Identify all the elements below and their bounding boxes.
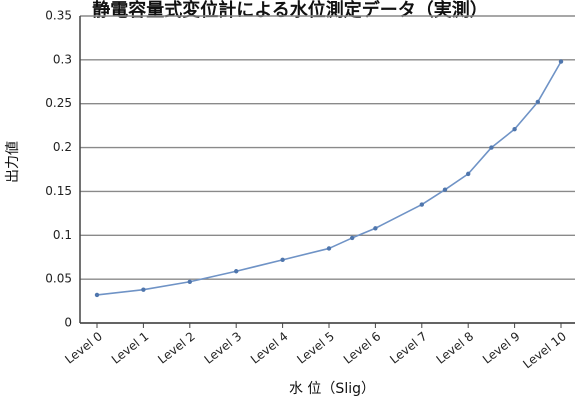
y-tick-label: 0.35 — [45, 9, 72, 23]
data-point — [141, 287, 146, 292]
data-point — [280, 257, 285, 263]
data-point — [489, 145, 494, 150]
y-tick-label: 0.3 — [53, 52, 72, 66]
y-tick-label: 0 — [64, 316, 72, 330]
data-point — [466, 171, 471, 177]
x-tick-label: Level 9 — [480, 329, 523, 367]
x-tick-label: Level 4 — [248, 329, 291, 367]
series-line — [96, 60, 562, 296]
y-tick-label: 0.05 — [45, 272, 72, 286]
data-point — [535, 99, 540, 105]
data-point — [512, 126, 517, 132]
y-tick-label: 0.25 — [45, 96, 72, 110]
series-layer — [94, 59, 564, 298]
x-tick-label: Level 7 — [387, 329, 430, 367]
data-point — [94, 292, 100, 298]
grid-layer — [80, 15, 575, 324]
data-point — [442, 187, 448, 192]
y-tick-label: 0.1 — [53, 228, 72, 242]
x-tick-label: Level 0 — [62, 329, 105, 367]
chart-title: 静電容量式変位計による水位測定データ（実測） — [92, 0, 487, 21]
data-point — [373, 226, 378, 231]
x-tick-label: Level 1 — [109, 329, 152, 367]
data-point — [326, 246, 332, 251]
x-tick-label: Level 3 — [202, 329, 245, 367]
x-tick-label: Level 5 — [294, 329, 337, 367]
data-point — [350, 235, 355, 241]
x-tick-label: Level 6 — [341, 329, 384, 367]
data-point — [419, 202, 424, 207]
x-tick-label: Level 2 — [155, 329, 198, 367]
y-tick-label: 0.15 — [45, 184, 72, 198]
data-point — [187, 279, 192, 284]
x-axis-label: 水 位（Slig） — [289, 381, 375, 397]
y-axis-label: 出力値 — [5, 141, 21, 183]
data-point — [558, 59, 564, 64]
data-point — [234, 269, 239, 274]
x-tick-label: Level 8 — [434, 329, 477, 367]
x-tick-label: Level 10 — [520, 329, 569, 371]
axis-layer — [79, 16, 575, 328]
y-tick-label: 0.2 — [53, 140, 72, 154]
